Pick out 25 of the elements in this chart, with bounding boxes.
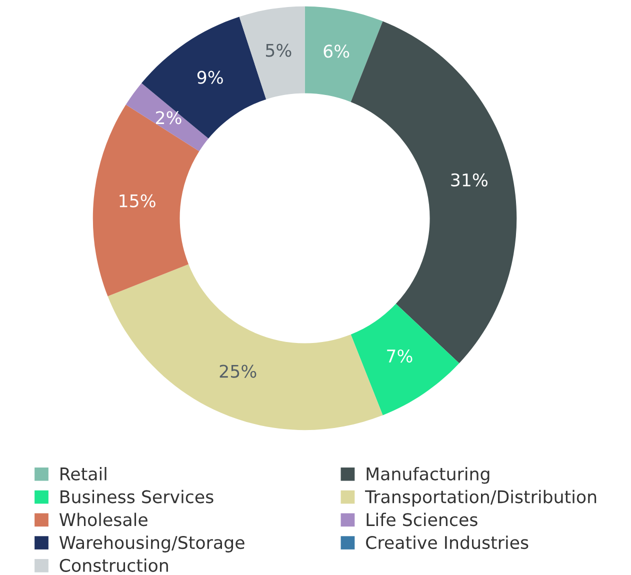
donut-slice [108,264,383,430]
legend-label: Construction [60,558,168,572]
donut-slice [350,21,517,364]
donut-slice [304,6,383,102]
legend-label: Warehousing/Storage [59,536,244,552]
legend-label: Life Sciences [366,512,478,526]
data-label: 15% [120,194,156,208]
data-label: 5% [266,44,292,57]
data-label: 9% [197,70,223,84]
data-label: 2% [156,111,182,124]
data-label: 31% [451,173,488,187]
donut-slice [239,6,305,100]
legend-label: Transportation/Distribution [365,490,596,507]
donut-slice [92,104,200,296]
donut-slice [142,16,266,139]
data-label: 7% [387,349,412,363]
legend-label: Wholesale [59,512,148,526]
legend-label: Manufacturing [366,467,490,484]
data-label: 25% [220,364,256,378]
legend-label: Business Services [60,490,214,504]
legend-label: Creative Industries [366,536,528,550]
legend-label: Retail [60,467,106,480]
donut-slice [126,83,208,152]
data-label: 6% [324,44,350,58]
donut-slice [350,304,460,416]
